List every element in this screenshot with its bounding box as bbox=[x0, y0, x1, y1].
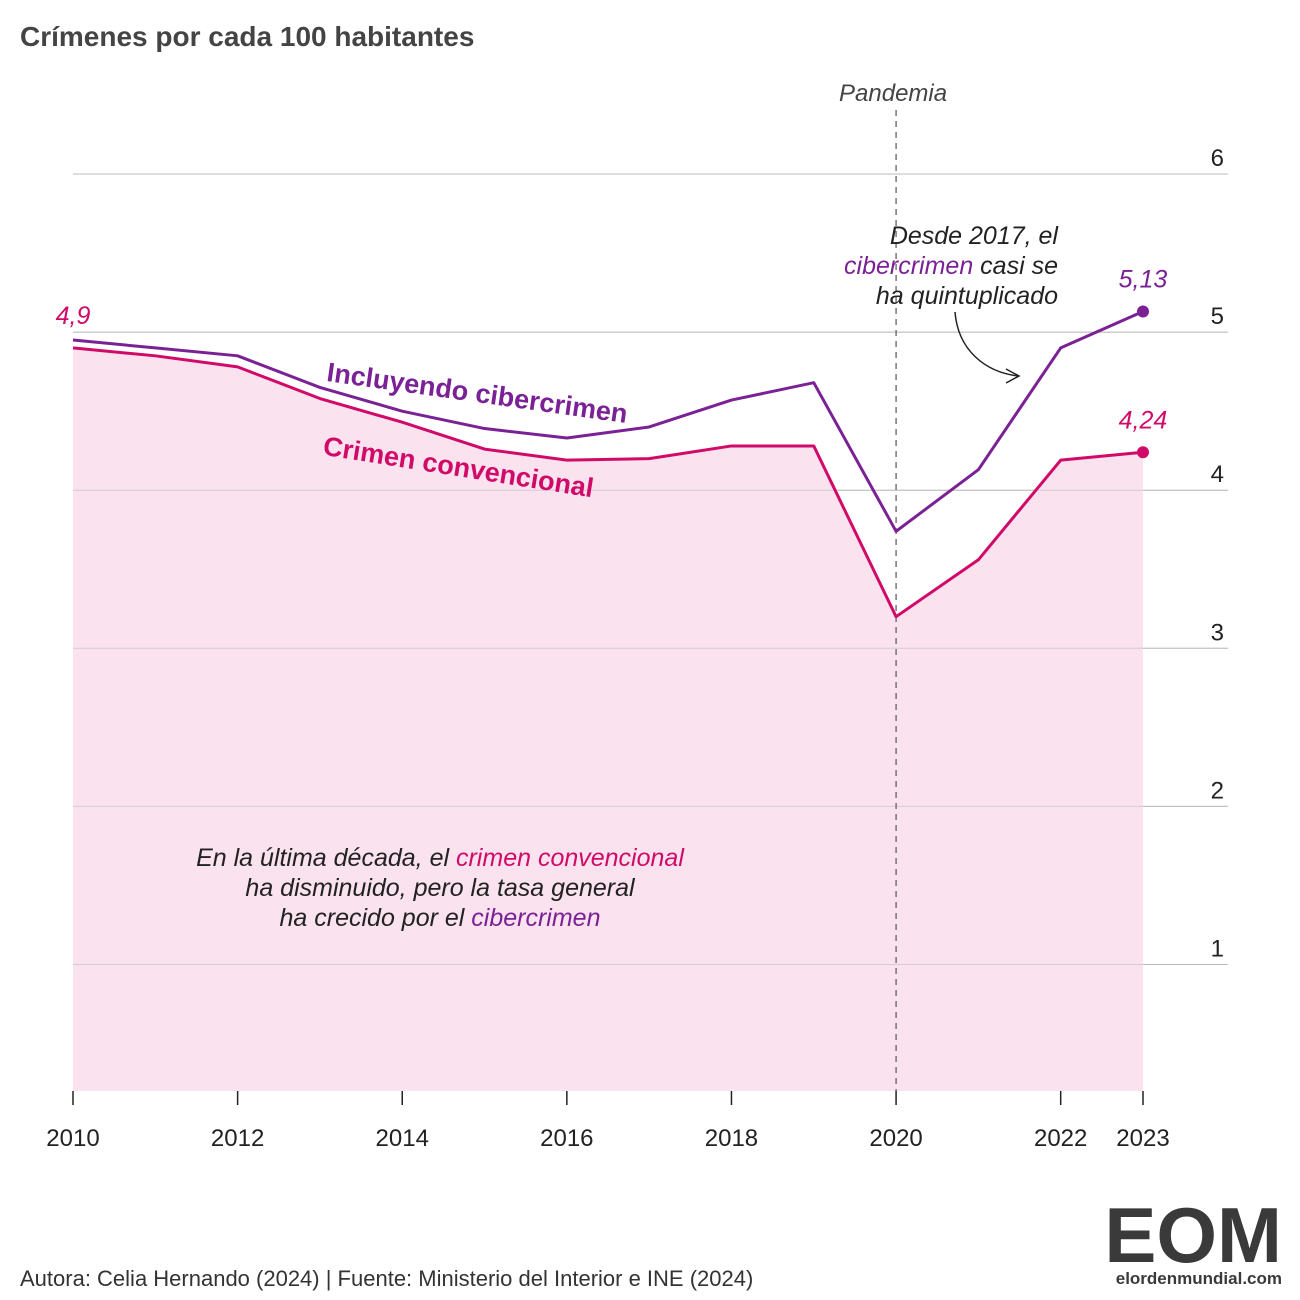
x-tick-label: 2023 bbox=[1116, 1125, 1169, 1152]
annotation-text: ha disminuido, pero la tasa general bbox=[245, 874, 636, 902]
annotation-segment: casi se bbox=[973, 252, 1058, 280]
chart-title: Crímenes por cada 100 habitantes bbox=[20, 21, 474, 52]
annotation-segment: En la última década, el bbox=[196, 844, 456, 872]
annotation-segment: ha disminuido, pero la tasa general bbox=[245, 874, 636, 902]
annotation-arrow bbox=[954, 311, 1019, 377]
annotation-text: cibercrimen casi se bbox=[844, 252, 1058, 280]
x-tick-label: 2012 bbox=[211, 1125, 264, 1152]
y-tick-label: 6 bbox=[1211, 145, 1224, 172]
logo-mark: EOM bbox=[1104, 1191, 1282, 1279]
plot-area: 1 2 3 4 5 6 Pandemia 2010 2012 2014 2016 2018 2020 20… bbox=[46, 80, 1228, 1152]
annotation-segment: ha quintuplicado bbox=[876, 282, 1058, 310]
x-tick-label: 2020 bbox=[869, 1125, 922, 1152]
annotation-segment: crimen convencional bbox=[456, 844, 685, 872]
end-dot bbox=[1137, 305, 1149, 318]
area bbox=[73, 347, 1143, 1091]
annotation-segment: cibercrimen bbox=[844, 252, 973, 280]
series-line bbox=[72, 310, 1144, 533]
y-tick-label: 5 bbox=[1211, 303, 1224, 330]
annotation-arrowhead bbox=[1005, 368, 1021, 384]
x-tick-label: 2018 bbox=[705, 1125, 758, 1152]
y-tick-label: 2 bbox=[1211, 777, 1224, 804]
value-label: 5,13 bbox=[1119, 266, 1168, 294]
logo-site: elordenmundial.com bbox=[1116, 1269, 1282, 1288]
y-tick-label: 1 bbox=[1211, 936, 1224, 963]
x-tick-label: 2014 bbox=[376, 1125, 429, 1152]
value-label: 4,24 bbox=[1119, 406, 1168, 434]
y-tick-label: 3 bbox=[1211, 619, 1224, 646]
end-dot bbox=[1137, 446, 1149, 459]
y-tick-label: 4 bbox=[1211, 461, 1224, 488]
x-tick-label: 2010 bbox=[46, 1125, 99, 1152]
annotation-segment: cibercrimen bbox=[471, 904, 600, 932]
annotation-text: En la última década, el crimen convencio… bbox=[196, 844, 685, 872]
source: Autora: Celia Hernando (2024) | Fuente: … bbox=[20, 1266, 753, 1291]
x-tick-label: 2016 bbox=[540, 1125, 593, 1152]
value-label: 4,9 bbox=[56, 302, 91, 330]
pandemic-label: Pandemia bbox=[839, 80, 947, 107]
annotation-segment: Desde 2017, el bbox=[890, 222, 1060, 250]
series-line bbox=[72, 346, 1144, 619]
annotation-segment: ha crecido por el bbox=[280, 904, 472, 932]
x-tick-label: 2022 bbox=[1034, 1125, 1087, 1152]
annotation-text: Desde 2017, el bbox=[890, 222, 1060, 250]
annotation-text: ha crecido por el cibercrimen bbox=[280, 904, 601, 932]
annotation-text: ha quintuplicado bbox=[876, 282, 1058, 310]
